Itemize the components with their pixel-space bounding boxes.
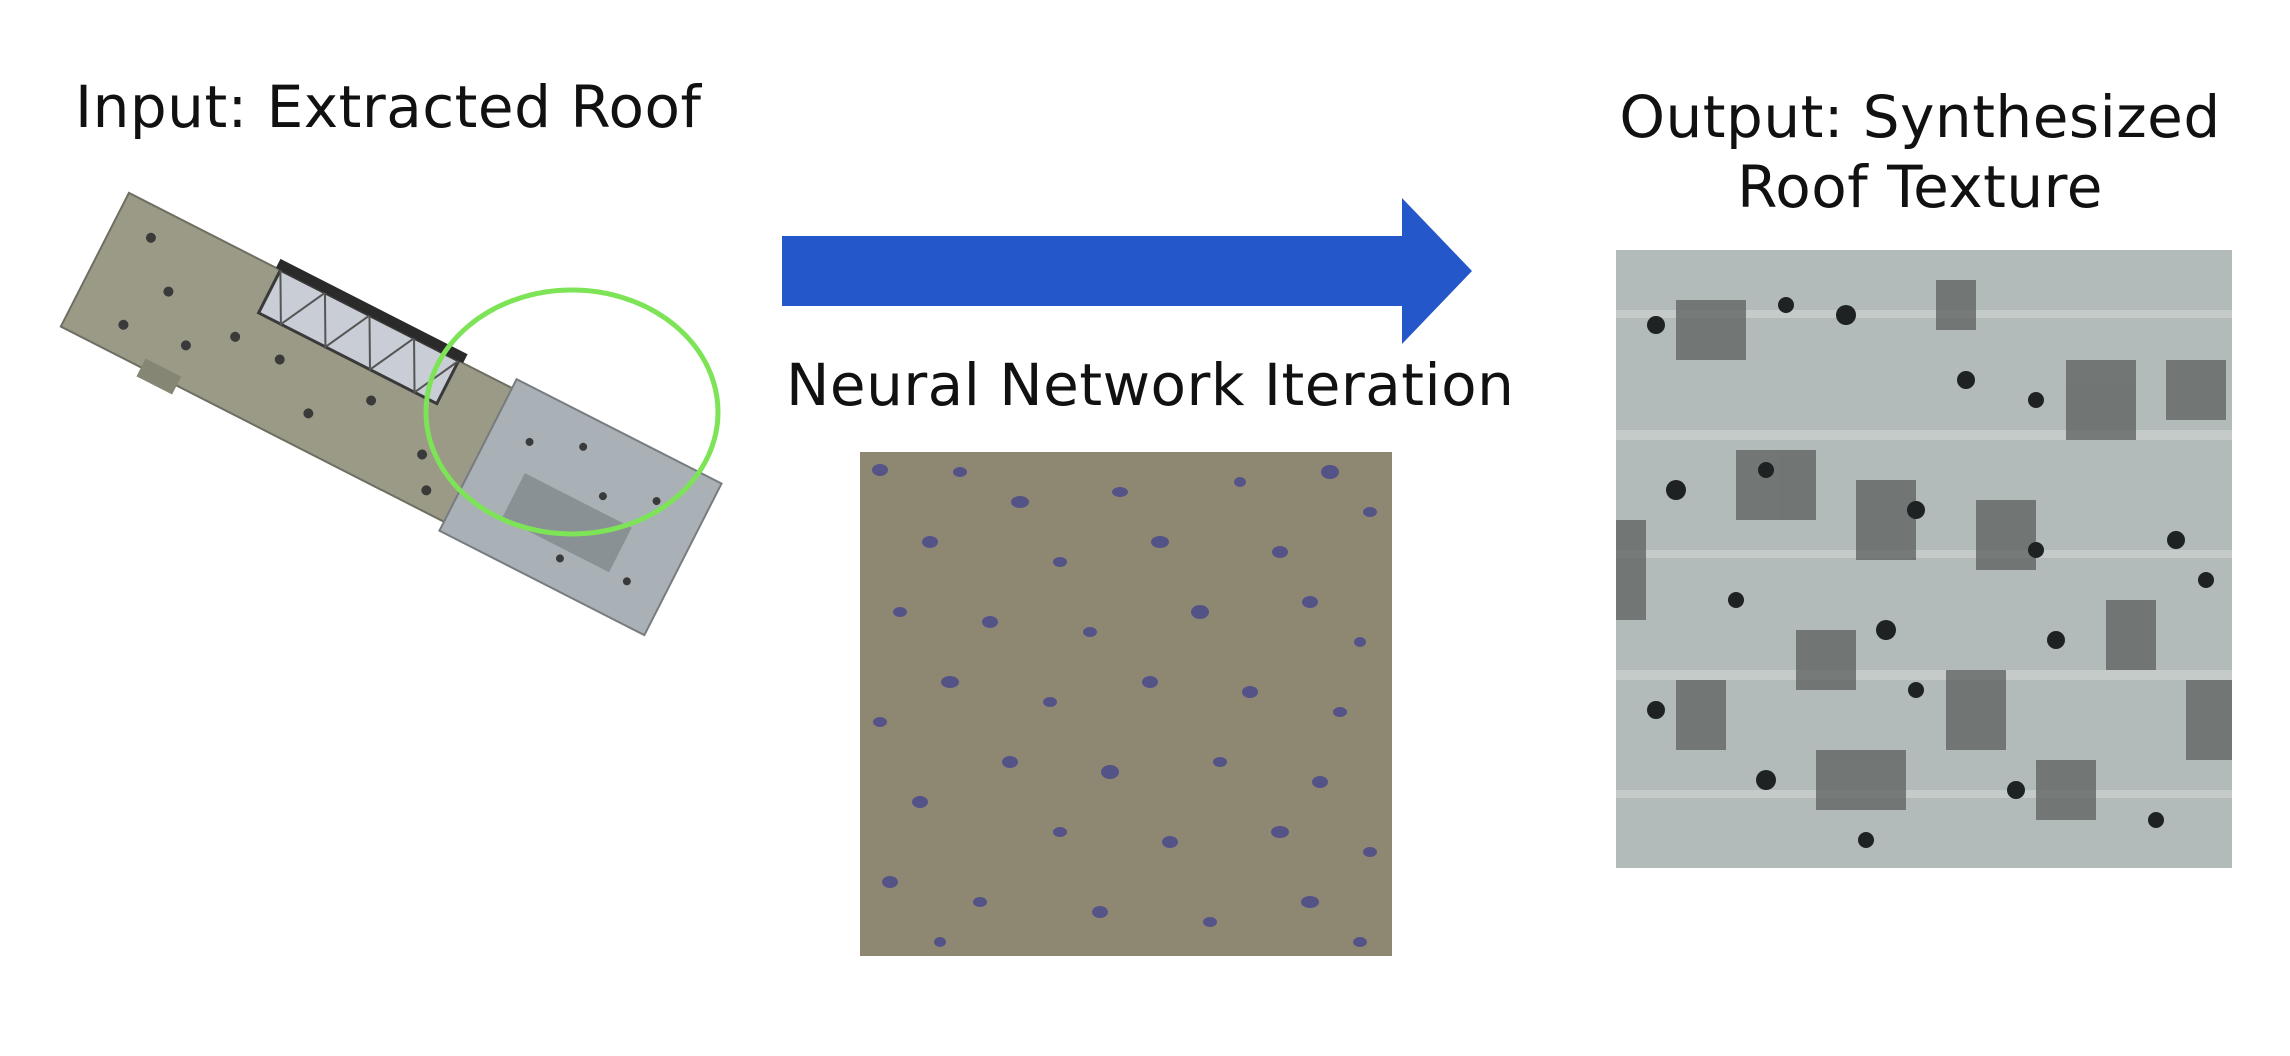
extracted-roof-image bbox=[59, 191, 723, 637]
output-label-line1: Output: Synthesized bbox=[1619, 83, 2221, 151]
output-label-line2: Roof Texture bbox=[1737, 153, 2103, 221]
synthesized-roof-texture bbox=[1616, 250, 2232, 868]
neural-network-label: Neural Network Iteration bbox=[786, 351, 1515, 419]
input-label: Input: Extracted Roof bbox=[75, 73, 702, 141]
process-arrow bbox=[782, 198, 1472, 344]
output-label: Output: Synthesized Roof Texture bbox=[1560, 82, 2280, 222]
neural-network-iteration-texture bbox=[860, 452, 1392, 956]
highlight-ellipse bbox=[423, 287, 721, 537]
